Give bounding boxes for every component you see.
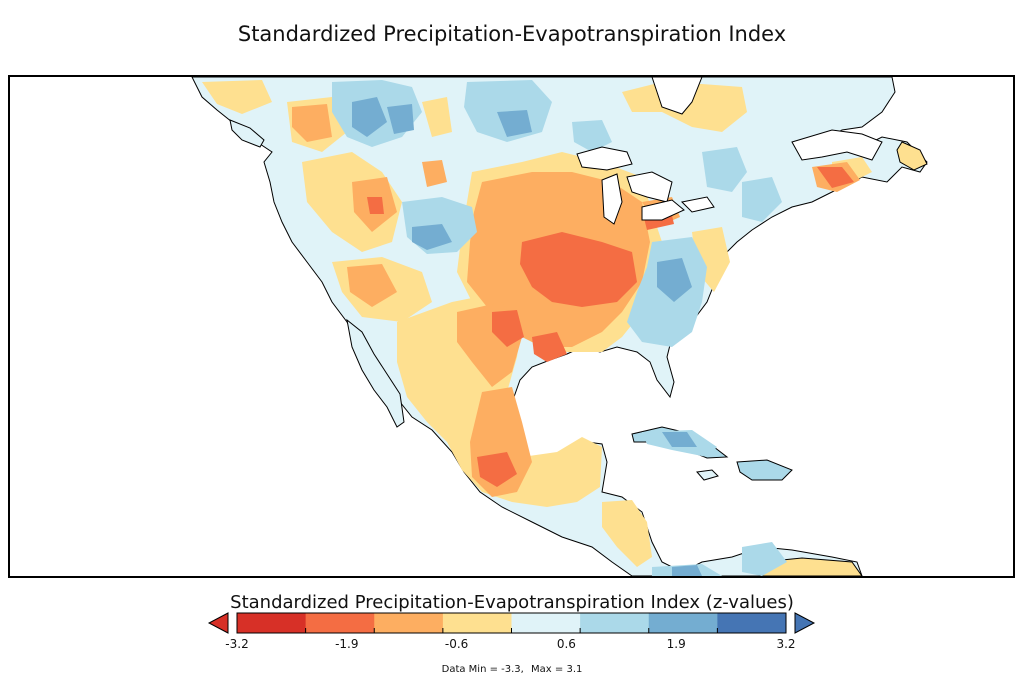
colorbar-bin bbox=[717, 613, 787, 633]
colorbar-bin bbox=[374, 613, 444, 633]
colorbar-tick-label: 0.6 bbox=[556, 637, 576, 651]
data-max-label: Max = 3.1 bbox=[531, 664, 583, 675]
vancouver-island bbox=[229, 119, 265, 148]
colorbar-bin bbox=[648, 613, 718, 633]
spei-dry-extreme bbox=[367, 167, 854, 487]
jamaica bbox=[696, 469, 719, 481]
colorbar-tick-label: 1.9 bbox=[666, 637, 686, 651]
colorbar-tick-label: -3.2 bbox=[225, 637, 249, 651]
gulf-of-st-lawrence bbox=[791, 129, 883, 161]
colorbar-bin bbox=[511, 613, 581, 633]
hudson-bay bbox=[651, 77, 703, 115]
colorbar-title: Standardized Precipitation-Evapotranspir… bbox=[230, 592, 794, 613]
data-min-label: Data Min = -3.3, bbox=[441, 664, 524, 675]
colorbar-ticks bbox=[305, 628, 718, 633]
data-range: Data Min = -3.3, Max = 3.1 bbox=[0, 664, 1024, 675]
colorbar-tick-label: -1.9 bbox=[335, 637, 359, 651]
colorbar-bin bbox=[580, 613, 650, 633]
map-title: Standardized Precipitation-Evapotranspir… bbox=[237, 22, 787, 46]
colorbar-bin bbox=[442, 613, 513, 633]
colorbar-tick-label: -0.6 bbox=[444, 637, 469, 651]
colorbar-high-extension bbox=[794, 612, 816, 634]
colorbar-bin bbox=[237, 613, 307, 633]
hispaniola bbox=[736, 459, 793, 481]
spei-wet-strong bbox=[352, 97, 702, 576]
colorbar-tick-label: 3.2 bbox=[776, 637, 796, 651]
spei-map bbox=[10, 77, 1013, 576]
map-panel bbox=[8, 75, 1015, 578]
newfoundland bbox=[896, 141, 928, 171]
great-lakes bbox=[576, 146, 715, 225]
baja-california bbox=[346, 318, 405, 428]
colorbar-bins bbox=[237, 613, 787, 633]
colorbar-outline bbox=[236, 612, 787, 634]
colorbar-low-extension bbox=[207, 612, 229, 634]
colorbar-bin bbox=[305, 613, 375, 633]
